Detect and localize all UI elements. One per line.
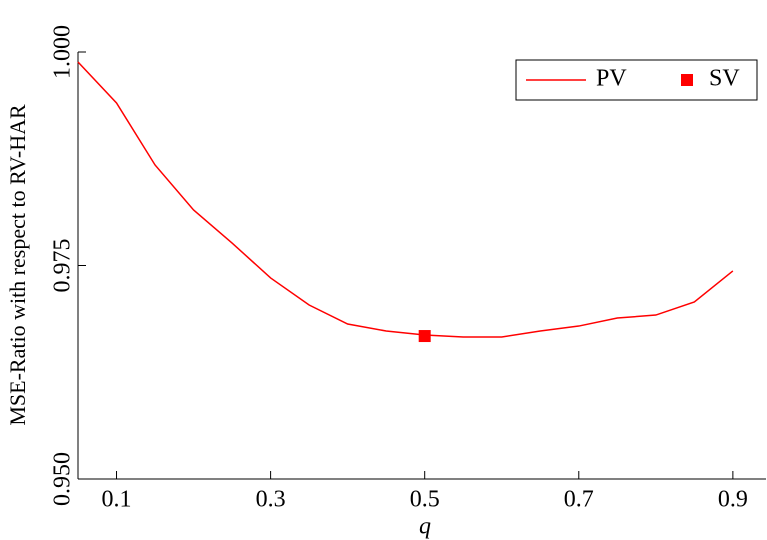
legend-label: PV	[596, 66, 627, 92]
legend-box	[515, 59, 758, 101]
x-tick-label: 0.9	[718, 487, 748, 513]
y-tick-label: 1.000	[50, 25, 76, 79]
legend: PV SV	[515, 59, 758, 101]
legend-marker	[681, 74, 693, 86]
x-tick-label: 0.5	[410, 487, 440, 513]
point	[418, 330, 431, 343]
y-tick-label: 0.975	[50, 239, 76, 293]
y-tick-label: 0.950	[50, 452, 76, 506]
y-axis-label: MSE-Ratio with respect to RV-HAR	[5, 104, 30, 426]
line-series	[77, 61, 734, 338]
x-tick-label: 0.1	[102, 487, 132, 513]
legend-label: SV	[709, 66, 740, 92]
x-axis-label: q	[419, 514, 431, 540]
x-tick-label: 0.3	[256, 487, 286, 513]
x-tick-label: 0.7	[564, 487, 594, 513]
